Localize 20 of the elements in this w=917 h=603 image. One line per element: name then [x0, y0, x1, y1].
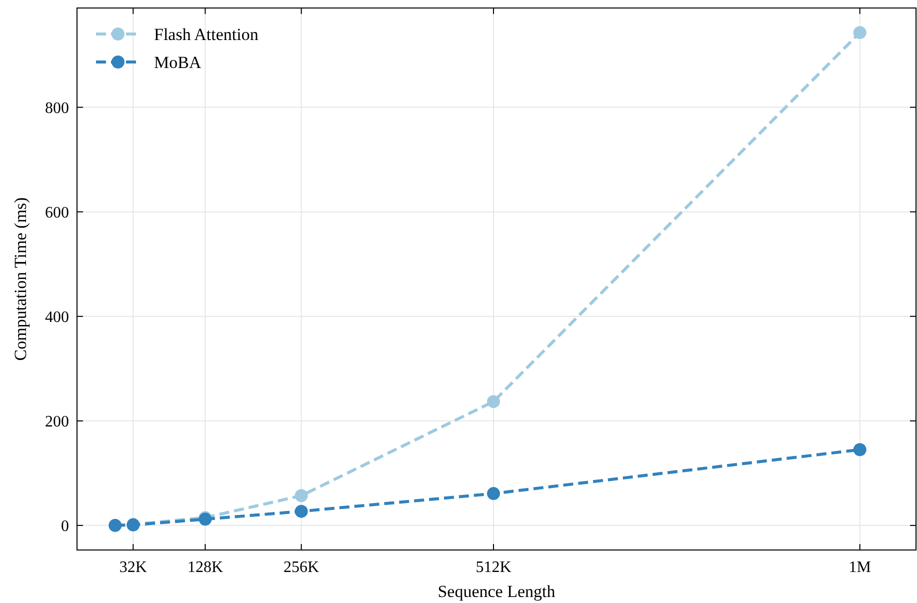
y-tick-label: 200 [45, 414, 69, 431]
x-tick-label: 128K [187, 559, 224, 576]
x-tick-label: 32K [119, 559, 148, 576]
point [294, 489, 308, 502]
point [853, 26, 866, 40]
y-tick-label: 800 [45, 100, 69, 117]
x-axis-title: Sequence Length [438, 582, 556, 601]
x-tick-label: 1M [848, 559, 871, 576]
x-tick-label: 256K [284, 559, 320, 576]
y-tick-label: 600 [45, 204, 69, 222]
legend-label: MoBA [154, 52, 202, 72]
y-tick-label: 0 [61, 518, 69, 536]
y-axis-title: Computation Time (ms) [11, 197, 30, 361]
legend-label: Flash Attention [154, 24, 259, 44]
y-tick-label: 400 [45, 308, 69, 326]
point [294, 504, 308, 518]
point [486, 395, 500, 408]
x-tick-label: 512K [476, 559, 512, 576]
point [486, 487, 500, 500]
point [853, 443, 866, 456]
